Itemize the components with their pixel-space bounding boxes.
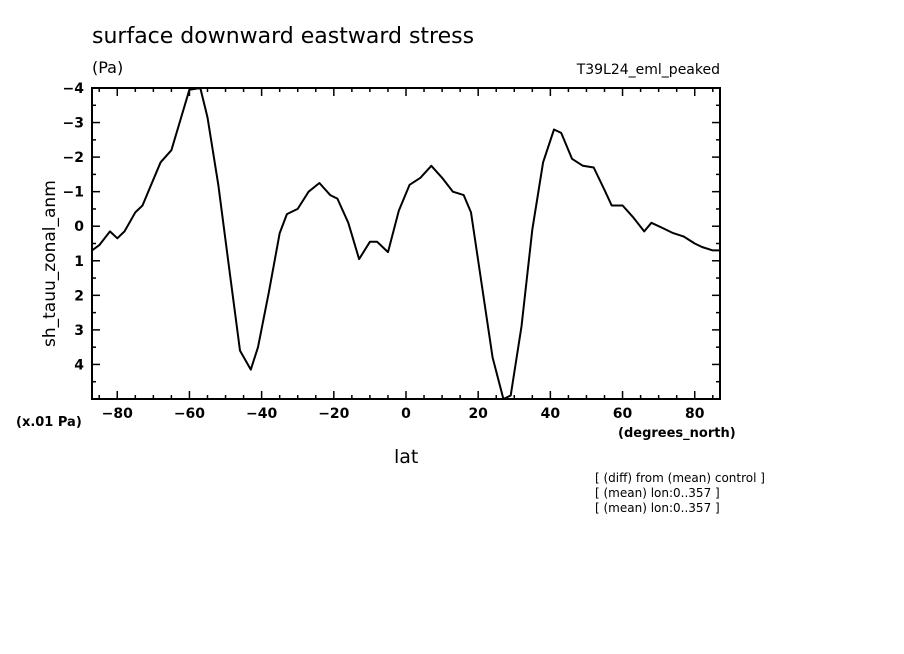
x-tick-label: −40 [246, 406, 277, 422]
y-tick-label: −3 [63, 116, 84, 132]
run-name-label: T39L24_eml_peaked [576, 62, 720, 78]
axis-ticks [92, 87, 720, 400]
footnote-line: [ (mean) lon:0..357 ] [595, 486, 720, 500]
y-tick-label: 1 [74, 254, 84, 270]
x-axis-units: (degrees_north) [618, 426, 736, 441]
x-tick-label: 80 [685, 406, 705, 422]
scale-factor-label: (x.01 Pa) [16, 415, 82, 430]
x-tick-label: −20 [318, 406, 349, 422]
x-tick-label: 60 [613, 406, 633, 422]
y-tick-label: −2 [63, 150, 84, 166]
y-tick-label: −1 [63, 185, 84, 201]
y-tick-label: 4 [74, 357, 84, 373]
footnote-line: [ (mean) lon:0..357 ] [595, 501, 720, 515]
x-tick-label: 20 [468, 406, 488, 422]
footnotes: [ (diff) from (mean) control ] [ (mean) … [595, 471, 765, 516]
chart-title: surface downward eastward stress [92, 24, 475, 49]
axis-tick-labels: −80 −60 −40 −20 0 20 40 60 80 −4 −3 −2 −1 0 1 2 3 4 [63, 81, 705, 422]
y-tick-label: −4 [63, 81, 85, 97]
x-tick-label: 40 [541, 406, 561, 422]
x-tick-label: 0 [401, 406, 411, 422]
x-tick-label: −80 [102, 406, 133, 422]
series-line [91, 87, 720, 400]
x-tick-label: −60 [174, 406, 205, 422]
x-axis-label: lat [394, 446, 419, 468]
y-tick-label: 2 [74, 288, 84, 304]
footnote-line: [ (diff) from (mean) control ] [595, 471, 765, 485]
plot-frame [91, 87, 721, 400]
y-axis-label: sh_tauu_zonal_anm [40, 180, 60, 347]
units-label: (Pa) [92, 58, 124, 77]
y-tick-label: 0 [74, 219, 84, 235]
y-tick-label: 3 [74, 323, 84, 339]
